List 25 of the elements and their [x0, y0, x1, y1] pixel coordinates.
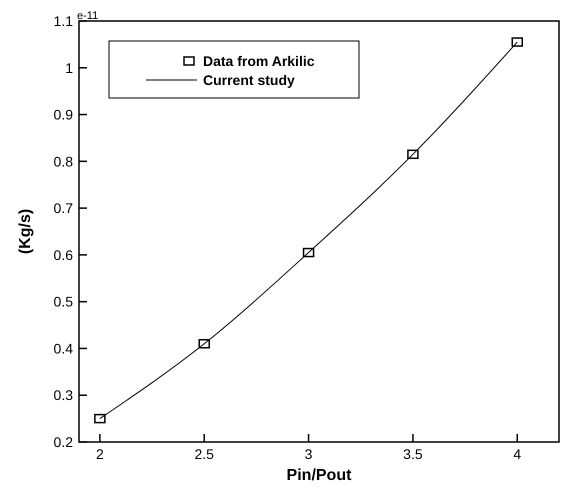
x-tick-label: 3.5 [403, 446, 423, 462]
y-tick-label: 0.5 [54, 294, 74, 310]
y-tick-label: 0.2 [54, 434, 74, 450]
point [302, 248, 314, 258]
legend-label: Data from Arkilic [203, 53, 315, 69]
y-tick-label: 0.6 [54, 246, 74, 263]
x-tick-label: 2.5 [194, 446, 214, 462]
y-tick-label: 0.8 [54, 153, 74, 170]
point [512, 37, 524, 47]
x-tick-label: 2 [96, 446, 104, 462]
x-tick-label: 3 [304, 446, 313, 462]
y-tick-label: 0.4 [54, 340, 74, 356]
point [407, 150, 419, 160]
point [94, 414, 106, 424]
y-tick-label: 1.1 [54, 13, 74, 29]
x-tick-label: 4 [513, 446, 522, 462]
y-axis-title: (Kg/s) [17, 208, 34, 254]
y-tick-label: 0.7 [54, 200, 74, 216]
point [198, 339, 210, 349]
annotation: e-11 [77, 10, 98, 22]
y-tick-label: 1 [65, 60, 74, 76]
legend-label: Current study [203, 72, 295, 88]
y-tick-label: 0.9 [54, 106, 74, 123]
y-tick-label: 0.3 [54, 387, 74, 404]
x-axis-title: Pin/Pout [286, 467, 352, 484]
